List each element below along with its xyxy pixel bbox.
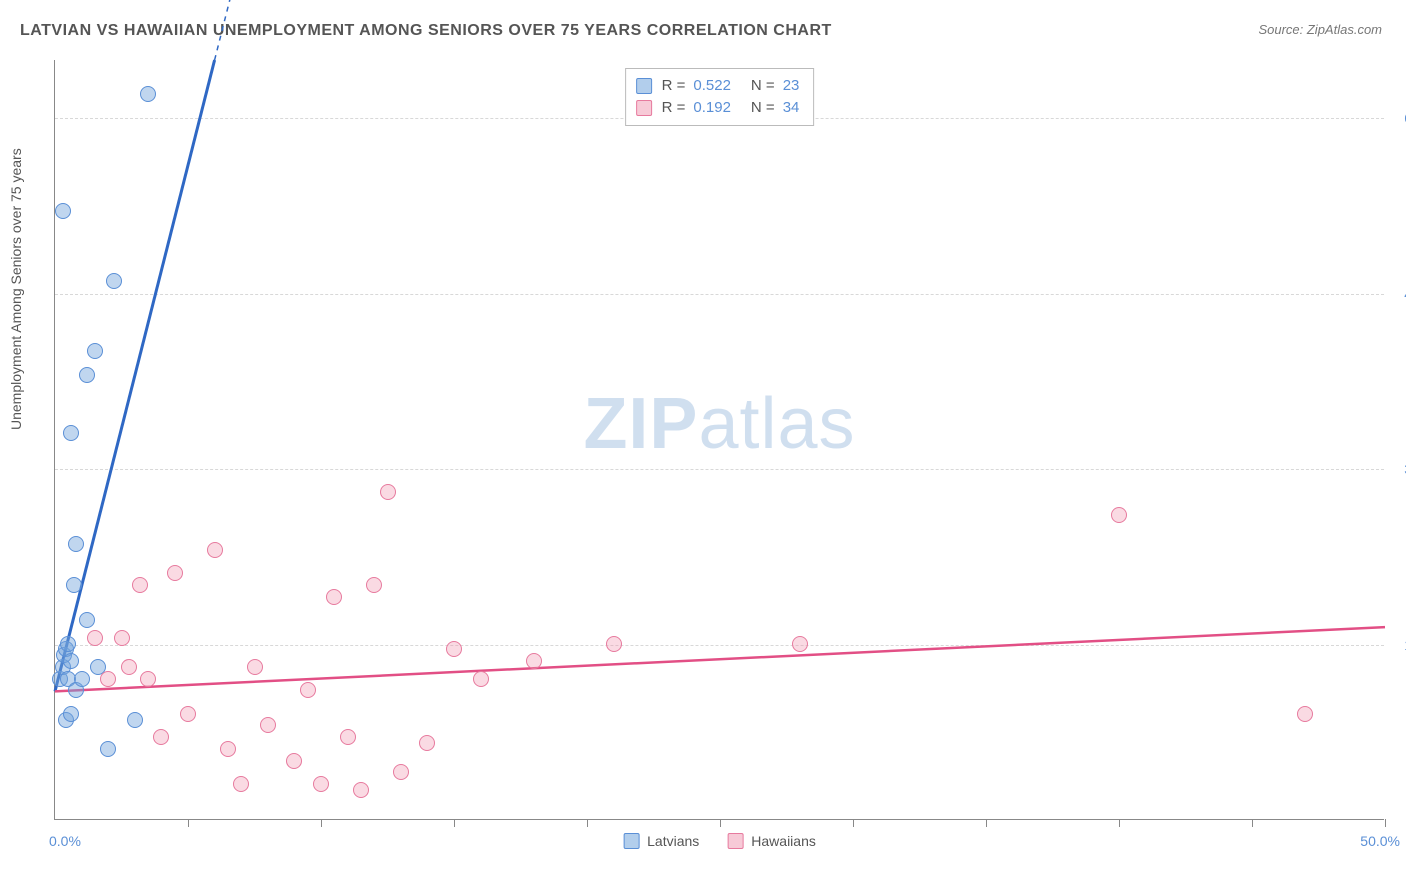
data-point — [79, 367, 95, 383]
x-tick — [986, 819, 987, 827]
stats-row-latvians: R = 0.522 N = 23 — [636, 75, 800, 97]
y-tick-label: 45.0% — [1389, 286, 1406, 302]
stats-row-hawaiians: R = 0.192 N = 34 — [636, 97, 800, 119]
y-tick-label: 15.0% — [1389, 637, 1406, 653]
data-point — [286, 753, 302, 769]
data-point — [313, 776, 329, 792]
x-tick — [454, 819, 455, 827]
data-point — [63, 653, 79, 669]
x-tick — [1385, 819, 1386, 827]
data-point — [66, 577, 82, 593]
source-attribution: Source: ZipAtlas.com — [1258, 22, 1382, 37]
data-point — [63, 706, 79, 722]
data-point — [100, 741, 116, 757]
data-point — [140, 86, 156, 102]
legend-item-hawaiians: Hawaiians — [727, 833, 816, 849]
data-point — [121, 659, 137, 675]
x-tick — [321, 819, 322, 827]
data-point — [300, 682, 316, 698]
data-point — [100, 671, 116, 687]
data-point — [180, 706, 196, 722]
r-value: 0.522 — [693, 75, 731, 97]
legend: Latvians Hawaiians — [623, 833, 816, 849]
x-tick — [853, 819, 854, 827]
data-point — [419, 735, 435, 751]
data-point — [68, 536, 84, 552]
plot-area: ZIPatlas 0.0% 50.0% R = 0.522 N = 23 R =… — [54, 60, 1384, 820]
y-axis-label: Unemployment Among Seniors over 75 years — [8, 148, 24, 430]
x-end-label: 50.0% — [1360, 833, 1400, 849]
n-value: 34 — [783, 97, 800, 119]
data-point — [366, 577, 382, 593]
n-label: N = — [751, 75, 775, 97]
data-point — [247, 659, 263, 675]
x-tick — [188, 819, 189, 827]
n-label: N = — [751, 97, 775, 119]
data-point — [132, 577, 148, 593]
data-point — [473, 671, 489, 687]
data-point — [153, 729, 169, 745]
swatch-pink-icon — [636, 100, 652, 116]
r-value: 0.192 — [693, 97, 731, 119]
r-label: R = — [662, 97, 686, 119]
trend-lines — [55, 60, 1384, 819]
data-point — [446, 641, 462, 657]
data-point — [87, 343, 103, 359]
chart-title: LATVIAN VS HAWAIIAN UNEMPLOYMENT AMONG S… — [20, 22, 832, 40]
data-point — [74, 671, 90, 687]
legend-item-latvians: Latvians — [623, 833, 699, 849]
r-label: R = — [662, 75, 686, 97]
data-point — [127, 712, 143, 728]
data-point — [140, 671, 156, 687]
data-point — [63, 425, 79, 441]
data-point — [207, 542, 223, 558]
data-point — [220, 741, 236, 757]
legend-label: Hawaiians — [751, 833, 816, 849]
swatch-blue-icon — [623, 833, 639, 849]
data-point — [79, 612, 95, 628]
data-point — [55, 203, 71, 219]
data-point — [380, 484, 396, 500]
swatch-pink-icon — [727, 833, 743, 849]
x-tick — [720, 819, 721, 827]
data-point — [353, 782, 369, 798]
x-tick — [587, 819, 588, 827]
data-point — [87, 630, 103, 646]
data-point — [792, 636, 808, 652]
x-tick — [1119, 819, 1120, 827]
data-point — [60, 636, 76, 652]
data-point — [167, 565, 183, 581]
stats-box: R = 0.522 N = 23 R = 0.192 N = 34 — [625, 68, 815, 126]
data-point — [260, 717, 276, 733]
n-value: 23 — [783, 75, 800, 97]
data-point — [526, 653, 542, 669]
data-point — [340, 729, 356, 745]
y-tick-label: 60.0% — [1389, 110, 1406, 126]
data-point — [326, 589, 342, 605]
y-tick-label: 30.0% — [1389, 461, 1406, 477]
data-point — [114, 630, 130, 646]
x-tick — [1252, 819, 1253, 827]
data-point — [1297, 706, 1313, 722]
data-point — [233, 776, 249, 792]
data-point — [393, 764, 409, 780]
data-point — [1111, 507, 1127, 523]
x-origin-label: 0.0% — [49, 833, 81, 849]
data-point — [606, 636, 622, 652]
swatch-blue-icon — [636, 78, 652, 94]
data-point — [106, 273, 122, 289]
legend-label: Latvians — [647, 833, 699, 849]
